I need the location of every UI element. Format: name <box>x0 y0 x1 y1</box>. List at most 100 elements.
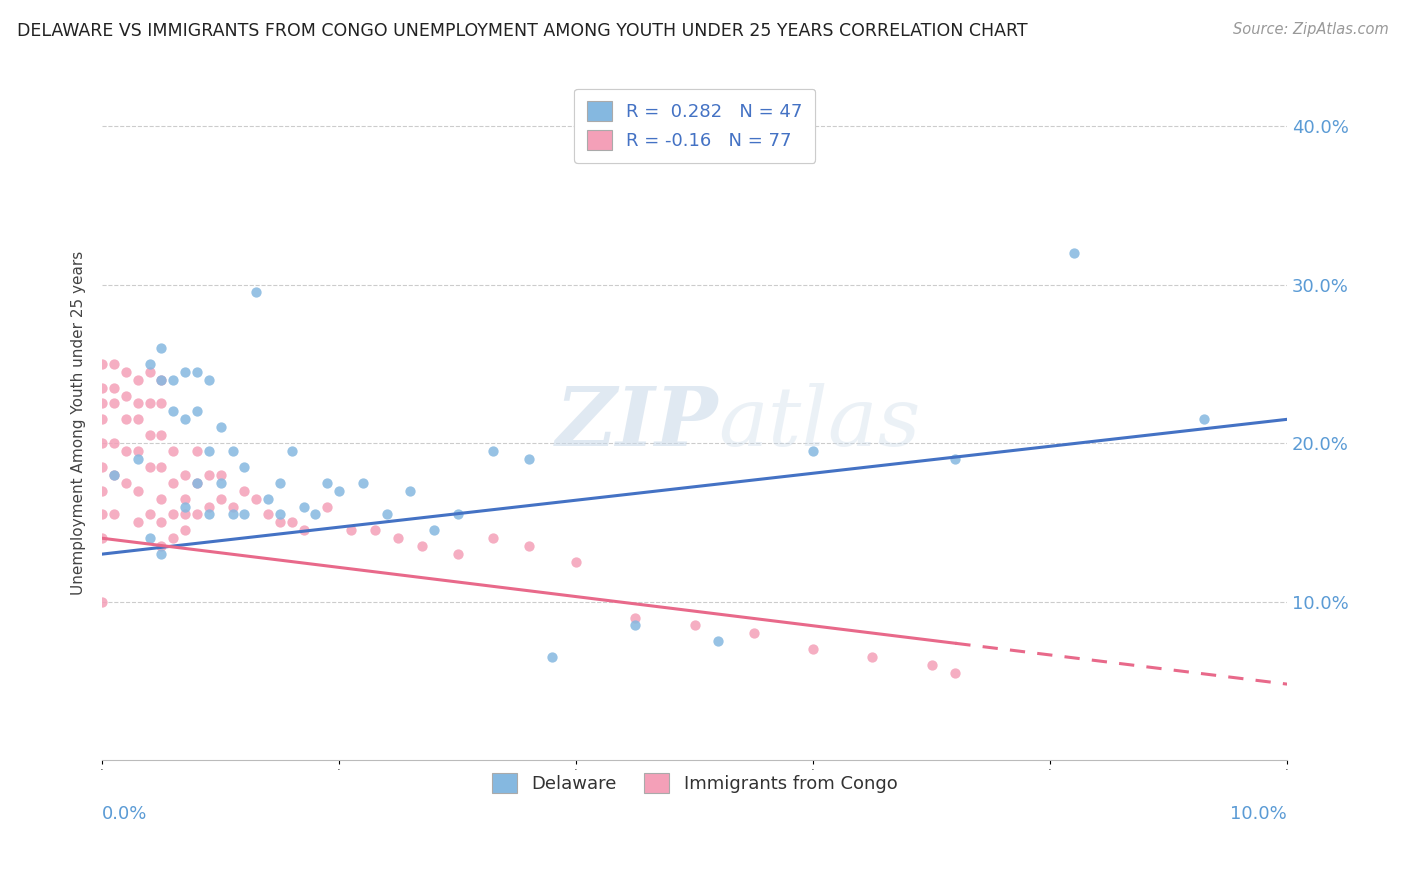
Point <box>269 475 291 490</box>
Point <box>138 365 160 379</box>
Point <box>221 500 243 514</box>
Point <box>801 642 824 657</box>
Point <box>150 396 173 410</box>
Point <box>127 412 149 426</box>
Point <box>150 491 173 506</box>
Point <box>127 516 149 530</box>
Point <box>292 500 315 514</box>
Point <box>138 459 160 474</box>
Point <box>91 381 114 395</box>
Point <box>150 341 173 355</box>
Point <box>304 508 326 522</box>
Point <box>127 444 149 458</box>
Point <box>565 555 588 569</box>
Point <box>447 547 470 561</box>
Point <box>198 444 221 458</box>
Point <box>162 444 184 458</box>
Point <box>91 483 114 498</box>
Point <box>103 436 125 450</box>
Point <box>91 436 114 450</box>
Point <box>541 650 564 665</box>
Point <box>517 539 540 553</box>
Point <box>316 500 339 514</box>
Point <box>742 626 765 640</box>
Point <box>91 412 114 426</box>
Point <box>174 508 197 522</box>
Point <box>198 467 221 482</box>
Point <box>162 373 184 387</box>
Point <box>174 467 197 482</box>
Point <box>138 508 160 522</box>
Point <box>103 508 125 522</box>
Point <box>257 491 280 506</box>
Point <box>91 459 114 474</box>
Point <box>186 508 208 522</box>
Y-axis label: Unemployment Among Youth under 25 years: Unemployment Among Youth under 25 years <box>72 252 86 596</box>
Text: Source: ZipAtlas.com: Source: ZipAtlas.com <box>1233 22 1389 37</box>
Point <box>257 508 280 522</box>
Point <box>352 475 374 490</box>
Text: 10.0%: 10.0% <box>1230 805 1286 822</box>
Point <box>186 475 208 490</box>
Text: DELAWARE VS IMMIGRANTS FROM CONGO UNEMPLOYMENT AMONG YOUTH UNDER 25 YEARS CORREL: DELAWARE VS IMMIGRANTS FROM CONGO UNEMPL… <box>17 22 1028 40</box>
Point <box>127 483 149 498</box>
Point <box>423 524 446 538</box>
Point <box>269 508 291 522</box>
Point <box>375 508 398 522</box>
Point <box>281 516 304 530</box>
Point <box>150 428 173 442</box>
Point <box>138 531 160 545</box>
Point <box>1063 245 1085 260</box>
Point <box>269 516 291 530</box>
Point <box>209 491 232 506</box>
Point <box>624 610 647 624</box>
Point <box>115 388 138 402</box>
Point <box>138 396 160 410</box>
Point <box>150 459 173 474</box>
Point <box>162 531 184 545</box>
Point <box>91 508 114 522</box>
Point <box>162 475 184 490</box>
Point <box>209 475 232 490</box>
Point <box>328 483 350 498</box>
Point <box>221 508 243 522</box>
Point <box>162 508 184 522</box>
Point <box>233 483 256 498</box>
Point <box>233 508 256 522</box>
Point <box>209 467 232 482</box>
Point <box>447 508 470 522</box>
Point <box>174 500 197 514</box>
Point <box>103 357 125 371</box>
Point <box>482 531 505 545</box>
Point <box>115 444 138 458</box>
Text: ZIP: ZIP <box>555 384 718 463</box>
Point <box>162 404 184 418</box>
Point <box>387 531 409 545</box>
Point <box>127 396 149 410</box>
Point <box>943 666 966 681</box>
Point <box>1192 412 1215 426</box>
Point <box>91 396 114 410</box>
Point <box>209 420 232 434</box>
Point <box>174 491 197 506</box>
Point <box>482 444 505 458</box>
Point <box>316 475 339 490</box>
Point <box>138 357 160 371</box>
Point <box>91 531 114 545</box>
Point <box>150 516 173 530</box>
Point <box>115 475 138 490</box>
Point <box>399 483 422 498</box>
Point <box>943 452 966 467</box>
Point <box>186 365 208 379</box>
Point <box>127 373 149 387</box>
Point <box>115 365 138 379</box>
Point <box>281 444 304 458</box>
Point <box>198 508 221 522</box>
Point <box>174 524 197 538</box>
Point <box>860 650 883 665</box>
Point <box>245 491 267 506</box>
Text: atlas: atlas <box>718 384 921 463</box>
Point <box>801 444 824 458</box>
Point <box>91 357 114 371</box>
Point <box>186 475 208 490</box>
